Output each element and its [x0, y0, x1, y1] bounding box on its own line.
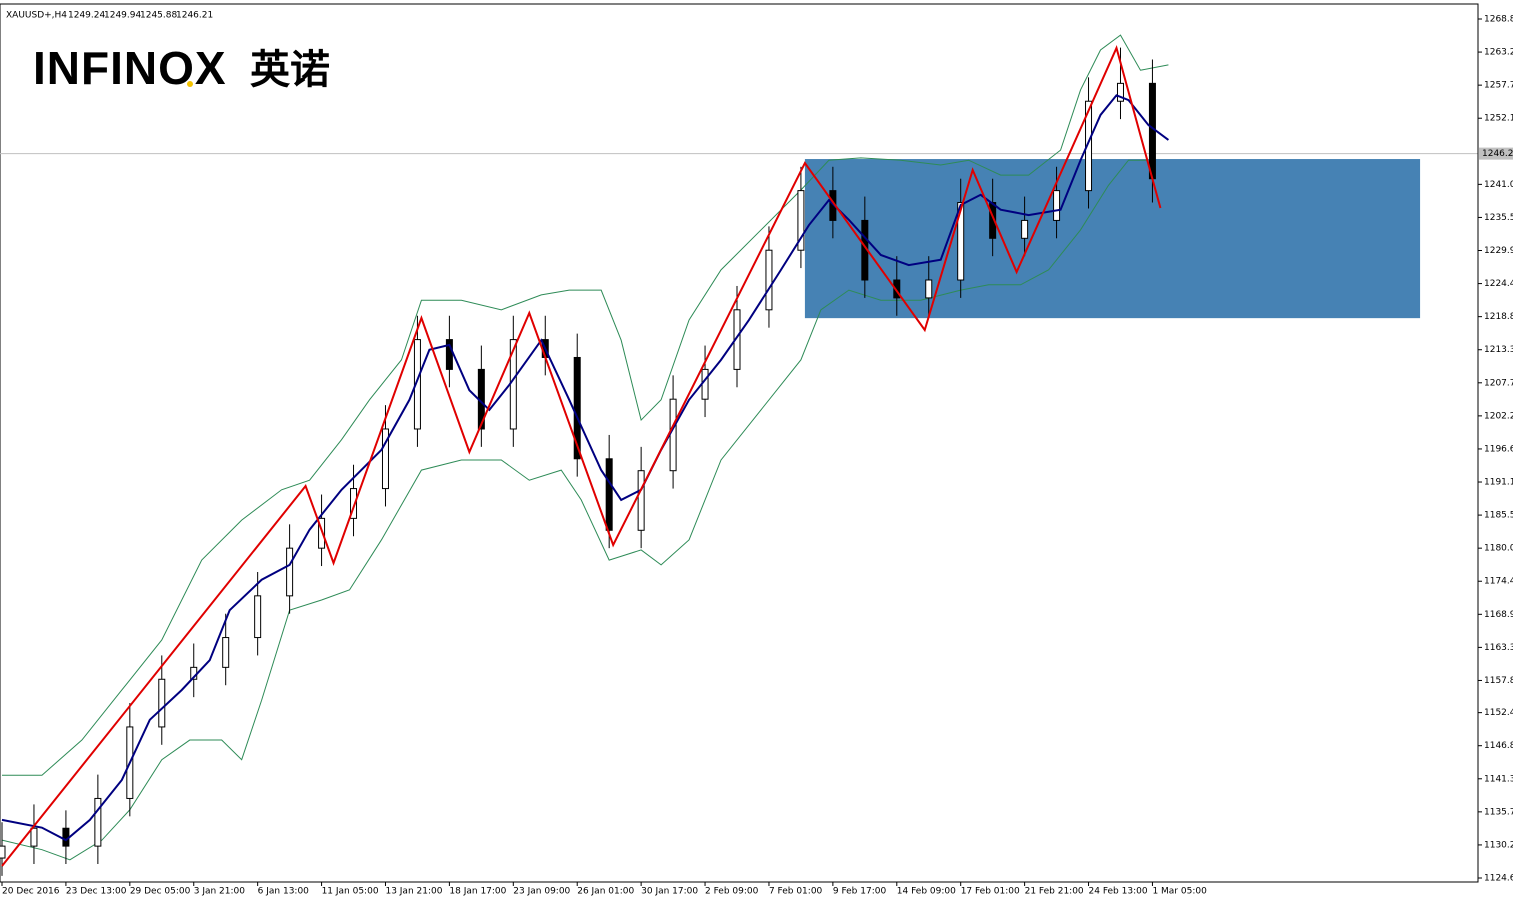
header-value: 1246.21	[176, 11, 213, 21]
x-tick-label: 17 Feb 01:00	[961, 887, 1020, 897]
candle-body	[605, 458, 613, 531]
candle-body	[669, 398, 677, 472]
y-tick-label: 1268.80	[1484, 15, 1513, 25]
x-tick-label: 2 Feb 09:00	[705, 887, 759, 897]
candle-body	[1021, 219, 1029, 239]
candle-body	[765, 249, 773, 311]
x-tick-label: 9 Feb 17:00	[833, 887, 887, 897]
x-tick-label: 11 Jan 05:00	[322, 887, 379, 897]
x-tick-label: 23 Jan 09:00	[513, 887, 570, 897]
x-tick-label: 14 Feb 09:00	[897, 887, 956, 897]
x-tick-label: 30 Jan 17:00	[641, 887, 698, 897]
candle-body	[254, 595, 262, 639]
logo-dot	[187, 81, 193, 87]
x-tick-label: 29 Dec 05:00	[130, 887, 191, 897]
zigzag	[1, 45, 1162, 867]
candle-body	[158, 678, 166, 728]
y-tick-label: 1224.40	[1484, 279, 1513, 289]
candle-body	[797, 190, 805, 251]
y-tick-label: 1263.25	[1484, 48, 1513, 58]
x-tick-label: 1 Mar 05:00	[1152, 887, 1207, 897]
y-tick-label: 1235.50	[1484, 213, 1513, 223]
logo: INFINOX	[33, 42, 227, 94]
y-tick-label: 1168.90	[1484, 610, 1513, 620]
y-tick-label: 1202.20	[1484, 411, 1513, 421]
header-value: 1249.94	[104, 11, 141, 21]
candle-body	[573, 356, 581, 460]
y-tick-label: 1163.35	[1484, 643, 1513, 653]
symbol: XAUUSD+,H4	[6, 11, 67, 21]
y-tick-label: 1257.70	[1484, 81, 1513, 91]
zone	[804, 159, 1421, 319]
bollinger-band	[1, 159, 1149, 861]
candle-body	[318, 517, 326, 549]
candle-body	[925, 279, 933, 299]
y-tick-label: 1174.45	[1484, 577, 1513, 587]
candle-body	[286, 547, 294, 597]
header-value: 1249.24	[68, 11, 105, 21]
y-tick-label: 1229.95	[1484, 246, 1513, 256]
candle-body	[350, 488, 358, 519]
x-tick-label: 21 Feb 21:00	[1025, 887, 1084, 897]
candle-body	[1085, 100, 1093, 192]
y-tick-label: 1124.65	[1484, 874, 1513, 884]
header: XAUUSD+,H4	[6, 11, 67, 21]
candle-body	[222, 637, 230, 668]
x-tick-label: 6 Jan 13:00	[258, 887, 310, 897]
candle-body	[0, 845, 6, 859]
current-price-box	[1479, 147, 1513, 160]
y-tick-label: 1130.20	[1484, 840, 1513, 850]
candle-body	[701, 368, 709, 400]
candle-body	[445, 339, 453, 370]
candle-body	[637, 470, 645, 531]
y-tick-label: 1241.05	[1484, 180, 1513, 190]
x-tick-label: 24 Feb 13:00	[1089, 887, 1148, 897]
moving-average	[1, 94, 1170, 842]
plot-frame	[0, 3, 1479, 883]
x-tick-label: 7 Feb 01:00	[769, 887, 823, 897]
bollinger-band	[2, 34, 1169, 776]
x-tick-label: 18 Jan 17:00	[449, 887, 506, 897]
candle-body	[30, 827, 38, 847]
y-tick-label: 1157.80	[1484, 676, 1513, 686]
y-tick-label: 1252.15	[1484, 114, 1513, 124]
x-tick-label: 3 Jan 21:00	[194, 887, 246, 897]
current-price-label: 1246.21	[1482, 149, 1513, 159]
header-value: 1245.88	[140, 11, 177, 21]
candle-body	[94, 797, 102, 847]
candle-body	[1148, 82, 1156, 180]
logo-cn: 英诺	[250, 47, 330, 93]
y-tick-label: 1196.65	[1484, 444, 1513, 454]
y-tick-label: 1180.00	[1484, 544, 1513, 554]
candle-body	[893, 279, 901, 299]
y-tick-label: 1218.85	[1484, 312, 1513, 322]
y-tick-label: 1135.75	[1484, 807, 1513, 817]
y-tick-label: 1146.85	[1484, 741, 1513, 751]
x-tick-label: 26 Jan 01:00	[577, 887, 634, 897]
candle-body	[413, 339, 421, 430]
candle-body	[381, 428, 389, 490]
x-tick-label: 20 Dec 2016	[2, 887, 60, 897]
x-tick-label: 23 Dec 13:00	[66, 887, 127, 897]
y-tick-label: 1185.55	[1484, 511, 1513, 521]
candle-body	[1116, 82, 1124, 102]
candle-body	[1053, 190, 1061, 221]
x-tick-label: 13 Jan 21:00	[385, 887, 442, 897]
y-tick-label: 1152.40	[1484, 708, 1513, 718]
candle-body	[957, 202, 965, 281]
y-tick-label: 1191.10	[1484, 478, 1513, 488]
y-tick-label: 1207.75	[1484, 378, 1513, 388]
y-tick-label: 1213.30	[1484, 345, 1513, 355]
y-tick-label: 1141.30	[1484, 774, 1513, 784]
